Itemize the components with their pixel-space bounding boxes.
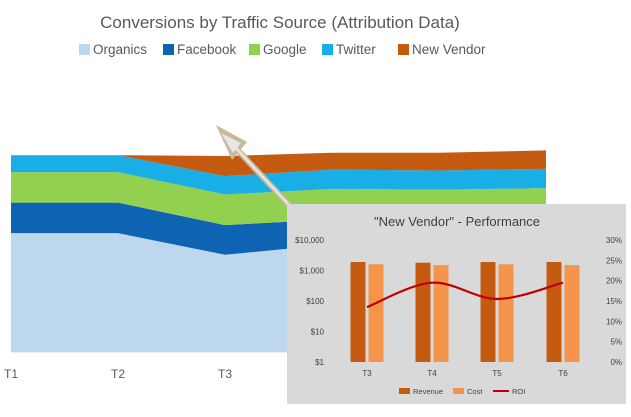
legend-label-new-vendor: New Vendor bbox=[412, 42, 486, 57]
legend-swatch-revenue bbox=[399, 388, 410, 394]
y2-tick-label: 0% bbox=[610, 358, 622, 367]
bar-revenue-t3 bbox=[350, 261, 366, 362]
bar-cost-t3 bbox=[368, 264, 384, 362]
y-tick-label: $1 bbox=[315, 358, 324, 367]
x-tick-label-t1: T1 bbox=[4, 367, 18, 381]
legend-label-roi: ROI bbox=[512, 387, 525, 396]
roi-line bbox=[366, 281, 564, 309]
y2-tick-label: 20% bbox=[606, 277, 622, 286]
legend-swatch-cost bbox=[453, 388, 464, 394]
y2-tick-label: 25% bbox=[606, 256, 622, 265]
y2-tick-label: 15% bbox=[606, 297, 622, 306]
legend-swatch-facebook bbox=[163, 44, 174, 55]
inset-x-tick-t3: T3 bbox=[362, 369, 372, 378]
area-series-new-vendor bbox=[11, 150, 546, 177]
inset-y2-ticks: 0% 5% 10% 15% 20% 25% 30% bbox=[606, 236, 622, 367]
legend-swatch-twitter bbox=[322, 44, 333, 55]
bar-cost-t5 bbox=[498, 264, 514, 362]
y-tick-label: $10,000 bbox=[295, 236, 324, 245]
main-legend: Organics Facebook Google Twitter New Vendor bbox=[79, 42, 486, 57]
main-chart-title: Conversions by Traffic Source (Attributi… bbox=[100, 13, 460, 32]
inset-chart-title: "New Vendor" - Performance bbox=[374, 214, 540, 229]
inset-x-tick-t6: T6 bbox=[558, 369, 568, 378]
y2-tick-label: 10% bbox=[606, 317, 622, 326]
new-vendor-performance-panel: "New Vendor" - Performance $1 $10 $100 $1,0… bbox=[287, 204, 626, 404]
y-tick-label: $10 bbox=[311, 328, 325, 337]
legend-label-twitter: Twitter bbox=[336, 42, 376, 57]
legend-label-google: Google bbox=[263, 42, 307, 57]
legend-label-cost: Cost bbox=[467, 387, 483, 396]
legend-swatch-new-vendor bbox=[398, 44, 409, 55]
area-series-twitter bbox=[11, 155, 546, 195]
legend-label-facebook: Facebook bbox=[177, 42, 237, 57]
y2-tick-label: 5% bbox=[610, 338, 622, 347]
legend-label-organics: Organics bbox=[93, 42, 147, 57]
bar-cost-t6 bbox=[564, 265, 580, 362]
inset-x-tick-t4: T4 bbox=[427, 369, 437, 378]
inset-x-tick-t5: T5 bbox=[492, 369, 502, 378]
bar-cost-t4 bbox=[433, 265, 449, 362]
bar-revenue-t4 bbox=[415, 262, 431, 362]
inset-y-ticks: $1 $10 $100 $1,000 $10,000 bbox=[295, 236, 324, 367]
bar-revenue-t6 bbox=[546, 261, 562, 362]
x-tick-label-t3: T3 bbox=[218, 367, 232, 381]
y2-tick-label: 30% bbox=[606, 236, 622, 245]
inset-legend: Revenue Cost ROI bbox=[399, 387, 525, 396]
inset-combo-chart: "New Vendor" - Performance $1 $10 $100 $1,0… bbox=[295, 214, 622, 396]
inset-bars bbox=[350, 261, 580, 362]
legend-label-revenue: Revenue bbox=[413, 387, 443, 396]
legend-swatch-google bbox=[249, 44, 260, 55]
y-tick-label: $1,000 bbox=[300, 267, 325, 276]
area-series-facebook bbox=[11, 202, 546, 255]
y-tick-label: $100 bbox=[306, 297, 324, 306]
bar-revenue-t5 bbox=[480, 261, 496, 362]
x-tick-label-t2: T2 bbox=[111, 367, 125, 381]
legend-swatch-organics bbox=[79, 44, 90, 55]
inset-x-ticks: T3 T4 T5 T6 bbox=[362, 369, 568, 378]
